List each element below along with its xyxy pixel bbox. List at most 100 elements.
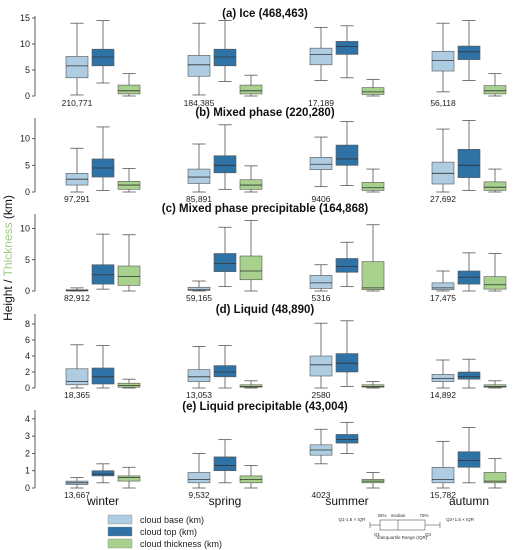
box-iqr [187,369,211,382]
box-summer-base [309,136,333,188]
box-autumn-base [431,22,455,93]
box-autumn-top [457,20,481,81]
legend-label: cloud thickness (km) [140,539,222,549]
season-label: spring [209,494,242,508]
box-autumn-base [431,440,455,489]
box-winter-top [91,345,115,389]
box-iqr [309,275,333,289]
box-autumn-base [431,128,455,193]
box-spring-top [213,20,237,82]
sample-count: 5316 [312,293,331,303]
legend-item: cloud base (km) [107,514,204,525]
box-spring-base [187,143,211,193]
box-iqr [91,48,115,67]
y-tick-label: 0 [25,91,30,101]
box-spring-base [187,345,211,389]
y-tick-label: 4 [25,351,30,361]
box-iqr [335,258,359,273]
box-summer-base [309,428,333,465]
sample-count: 82,912 [64,293,90,303]
box-iqr [213,48,237,67]
box-autumn-base [431,270,455,292]
sample-count: 4023 [312,490,331,500]
sample-count: 13,053 [186,390,212,400]
key-label-75: 75% [419,513,428,518]
box-spring-top [213,124,237,190]
box-iqr [91,367,115,385]
box-summer-thickness [361,78,385,97]
y-tick-label: 10 [20,224,30,234]
sample-count: 59,165 [186,293,212,303]
box-spring-thickness [239,465,263,489]
box-iqr [239,179,263,190]
sample-count: 18,365 [64,390,90,400]
box-iqr [213,365,237,378]
box-iqr [431,50,455,72]
key-label-q3: Q3 [425,532,432,537]
box-autumn-thickness [483,253,507,292]
box-iqr [309,157,333,170]
legend-label: cloud base (km) [140,515,204,525]
box-summer-top [335,241,359,288]
box-iqr [187,472,211,484]
sample-count: 9406 [312,194,331,204]
box-winter-base [65,147,89,193]
box-iqr [91,470,115,477]
box-winter-base [65,477,89,489]
legend-swatch [107,514,133,525]
key-box [379,519,426,531]
season-label: autumn [449,494,489,508]
sample-count: 210,771 [62,98,93,108]
box-iqr [65,368,89,386]
y-tick-label: 2 [25,367,30,377]
box-iqr [483,181,507,191]
legend-swatch [107,526,133,537]
legend-swatch [107,538,133,549]
box-iqr [457,451,481,468]
box-summer-thickness [361,381,385,389]
y-axis-label-part-1: Height / [1,276,15,320]
key-label-iqr: Interquartile Range (IQR) [377,535,428,540]
box-iqr [309,47,333,66]
box-iqr [483,276,507,290]
key-label-median: median [391,513,406,518]
panel-title: (e) Liquid precipitable (43,004) [182,401,348,413]
sample-count: 17,189 [308,98,334,108]
box-winter-top [91,126,115,191]
box-spring-base [187,453,211,489]
season-label: winter [86,494,119,508]
y-axis-label-thickness: Thickness [1,222,15,276]
box-winter-base [65,344,89,389]
panel-1: (b) Mixed phase (220,280) 0 5 10 97,291 85,89… [20,107,507,204]
y-tick-label: 1 [25,466,30,476]
key-label-25: 25% [377,513,386,518]
sample-count: 184,385 [184,98,215,108]
box-autumn-top [457,252,481,292]
box-winter-thickness [117,73,141,97]
box-iqr [65,56,89,79]
box-iqr [431,466,455,484]
box-spring-top [213,345,237,389]
y-tick-label: 0 [25,286,30,296]
box-iqr [361,261,385,291]
panel-title: (a) Ice (468,463) [222,8,308,20]
box-iqr [187,168,211,184]
box-summer-base [309,264,333,292]
y-tick-label: 0 [25,383,30,393]
y-tick-label: 5 [25,255,30,265]
box-autumn-top [457,427,481,484]
y-tick-label: 10 [20,134,30,144]
sample-count: 85,891 [186,194,212,204]
panel-4: (e) Liquid precipitable (43,004) 0 1 2 3 4 13,… [25,401,507,500]
y-tick-label: 6 [25,335,30,345]
box-spring-base [187,22,211,96]
legend-item: cloud thickness (km) [107,538,222,549]
box-summer-base [309,322,333,389]
y-axis-label-part-3: (km) [1,195,15,222]
season-label: summer [325,494,368,508]
box-spring-thickness [239,74,263,97]
box-autumn-thickness [483,168,507,193]
box-iqr [117,84,141,95]
